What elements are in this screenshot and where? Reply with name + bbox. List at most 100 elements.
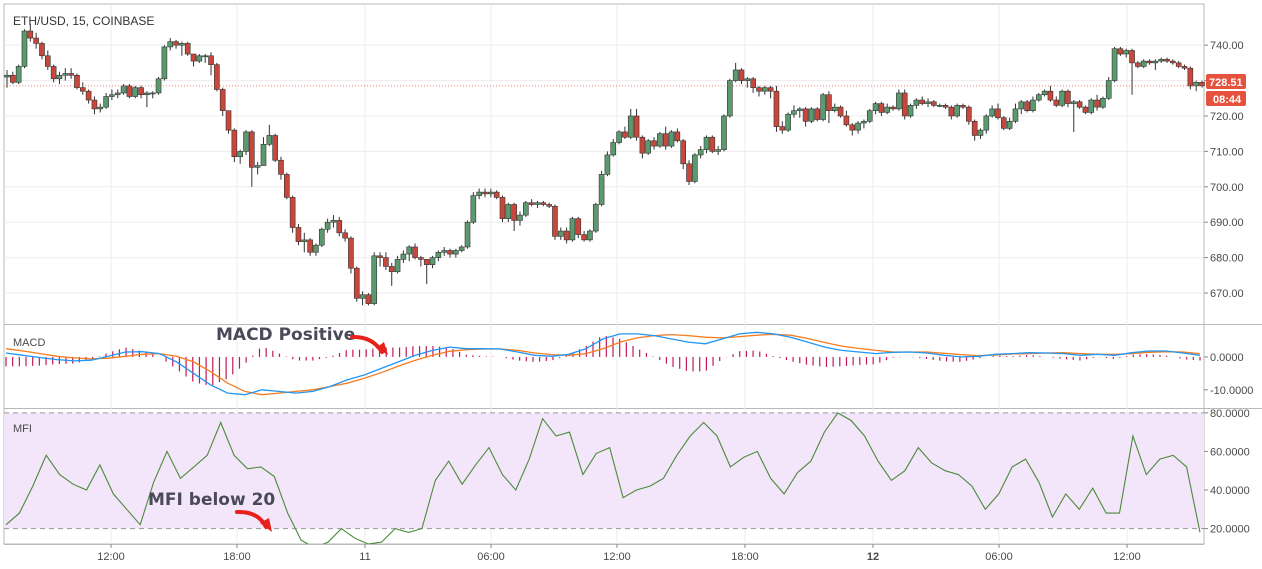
candle-body [184, 43, 191, 55]
candle-body [534, 202, 541, 205]
candle-body [762, 87, 768, 92]
candle-body [353, 267, 360, 299]
chart-title: ETH/USD, 15, COINBASE [13, 14, 154, 28]
candle-body [208, 55, 214, 65]
time-axis-label: 18:00 [223, 551, 251, 563]
candle-body [563, 230, 570, 241]
candle-body [657, 133, 663, 147]
candle-body [62, 73, 69, 76]
price-axis-label: 670.00 [1210, 288, 1244, 300]
candle-body [56, 74, 63, 80]
macd-axis-label: -10.0000 [1210, 385, 1253, 397]
candle-body [161, 46, 168, 80]
candle-body [313, 244, 319, 253]
candle-body [1076, 101, 1083, 108]
candle-body [1146, 60, 1153, 64]
candle-body [167, 41, 174, 48]
candle-body [662, 133, 669, 147]
candle-body [423, 259, 430, 265]
candle-body [767, 87, 774, 92]
price-axis-label: 720.00 [1210, 111, 1244, 123]
candle-body [645, 140, 652, 154]
price-badge-text: 728.51 [1209, 77, 1243, 89]
candle-body [196, 55, 203, 62]
candle-body [383, 257, 389, 267]
candle-body [808, 108, 815, 122]
candle-body [540, 202, 547, 205]
macd-pane[interactable] [5, 331, 1201, 396]
candle-body [1181, 66, 1188, 69]
candle-body [435, 251, 442, 258]
candle-body [1100, 97, 1106, 108]
candle-body [1105, 80, 1112, 99]
candle-body [971, 120, 978, 136]
candle-body [622, 131, 628, 138]
time-axis-label: 06:00 [985, 551, 1013, 563]
candle-body [447, 250, 453, 255]
candle-body [126, 85, 133, 97]
candle-body [50, 66, 57, 80]
candle-body [668, 131, 675, 147]
candle-body [1111, 48, 1118, 81]
candle-body [581, 234, 587, 241]
candle-body [499, 197, 506, 219]
candle-body [989, 108, 995, 117]
candle-body [1070, 101, 1077, 104]
candle-body [546, 204, 552, 207]
candle-body [598, 174, 605, 205]
candle-body [575, 218, 582, 235]
mfi-pane[interactable] [4, 412, 1204, 548]
candle-body [528, 202, 535, 205]
candle-body [884, 106, 891, 113]
mfi-pane-label: MFI [13, 423, 32, 435]
mfi-annotation-arrowhead [260, 518, 272, 532]
candle-body [418, 257, 424, 260]
candle-body [1175, 62, 1182, 67]
candle-body [569, 218, 576, 241]
candle-body [412, 246, 418, 258]
candle-body [960, 105, 966, 108]
candle-body [604, 154, 611, 175]
axes: 670.00680.00690.00700.00710.00720.00730.… [4, 40, 1253, 563]
candle-body [1006, 120, 1013, 129]
candle-body [39, 43, 45, 57]
candle-body [1047, 90, 1054, 101]
candle-body [27, 30, 34, 39]
candle-body [278, 159, 284, 175]
candle-body [1065, 90, 1071, 104]
candle-body [744, 78, 751, 81]
candle-body [307, 239, 313, 253]
candle-body [493, 191, 500, 198]
candle-body [388, 266, 395, 273]
candle-body [791, 110, 797, 115]
candle-body [202, 55, 208, 58]
candle-body [837, 106, 844, 117]
candle-body [557, 230, 564, 237]
candle-body [1053, 99, 1060, 106]
candle-body [138, 87, 144, 96]
candle-body [936, 105, 943, 107]
price-pane[interactable] [4, 23, 1205, 306]
candle-body [913, 99, 920, 106]
candle-body [21, 30, 28, 67]
candle-body [1041, 90, 1048, 96]
candle-body [1140, 60, 1147, 67]
mfi-axis-label: 80.0000 [1210, 408, 1250, 420]
price-axis-label: 740.00 [1210, 40, 1244, 52]
candle-body [365, 294, 372, 304]
candle-body [79, 87, 86, 92]
time-axis-label: 12 [867, 551, 879, 563]
candle-body [394, 259, 401, 273]
candle-body [616, 131, 622, 143]
candle-body [260, 143, 267, 166]
candle-body [697, 149, 704, 156]
candle-body [1152, 60, 1159, 64]
candle-body [114, 92, 121, 96]
candle-body [552, 205, 558, 237]
candle-body [942, 105, 949, 108]
candle-body [872, 103, 879, 111]
candle-body [1158, 59, 1164, 62]
candle-body [482, 191, 488, 195]
candle-body [919, 99, 925, 104]
